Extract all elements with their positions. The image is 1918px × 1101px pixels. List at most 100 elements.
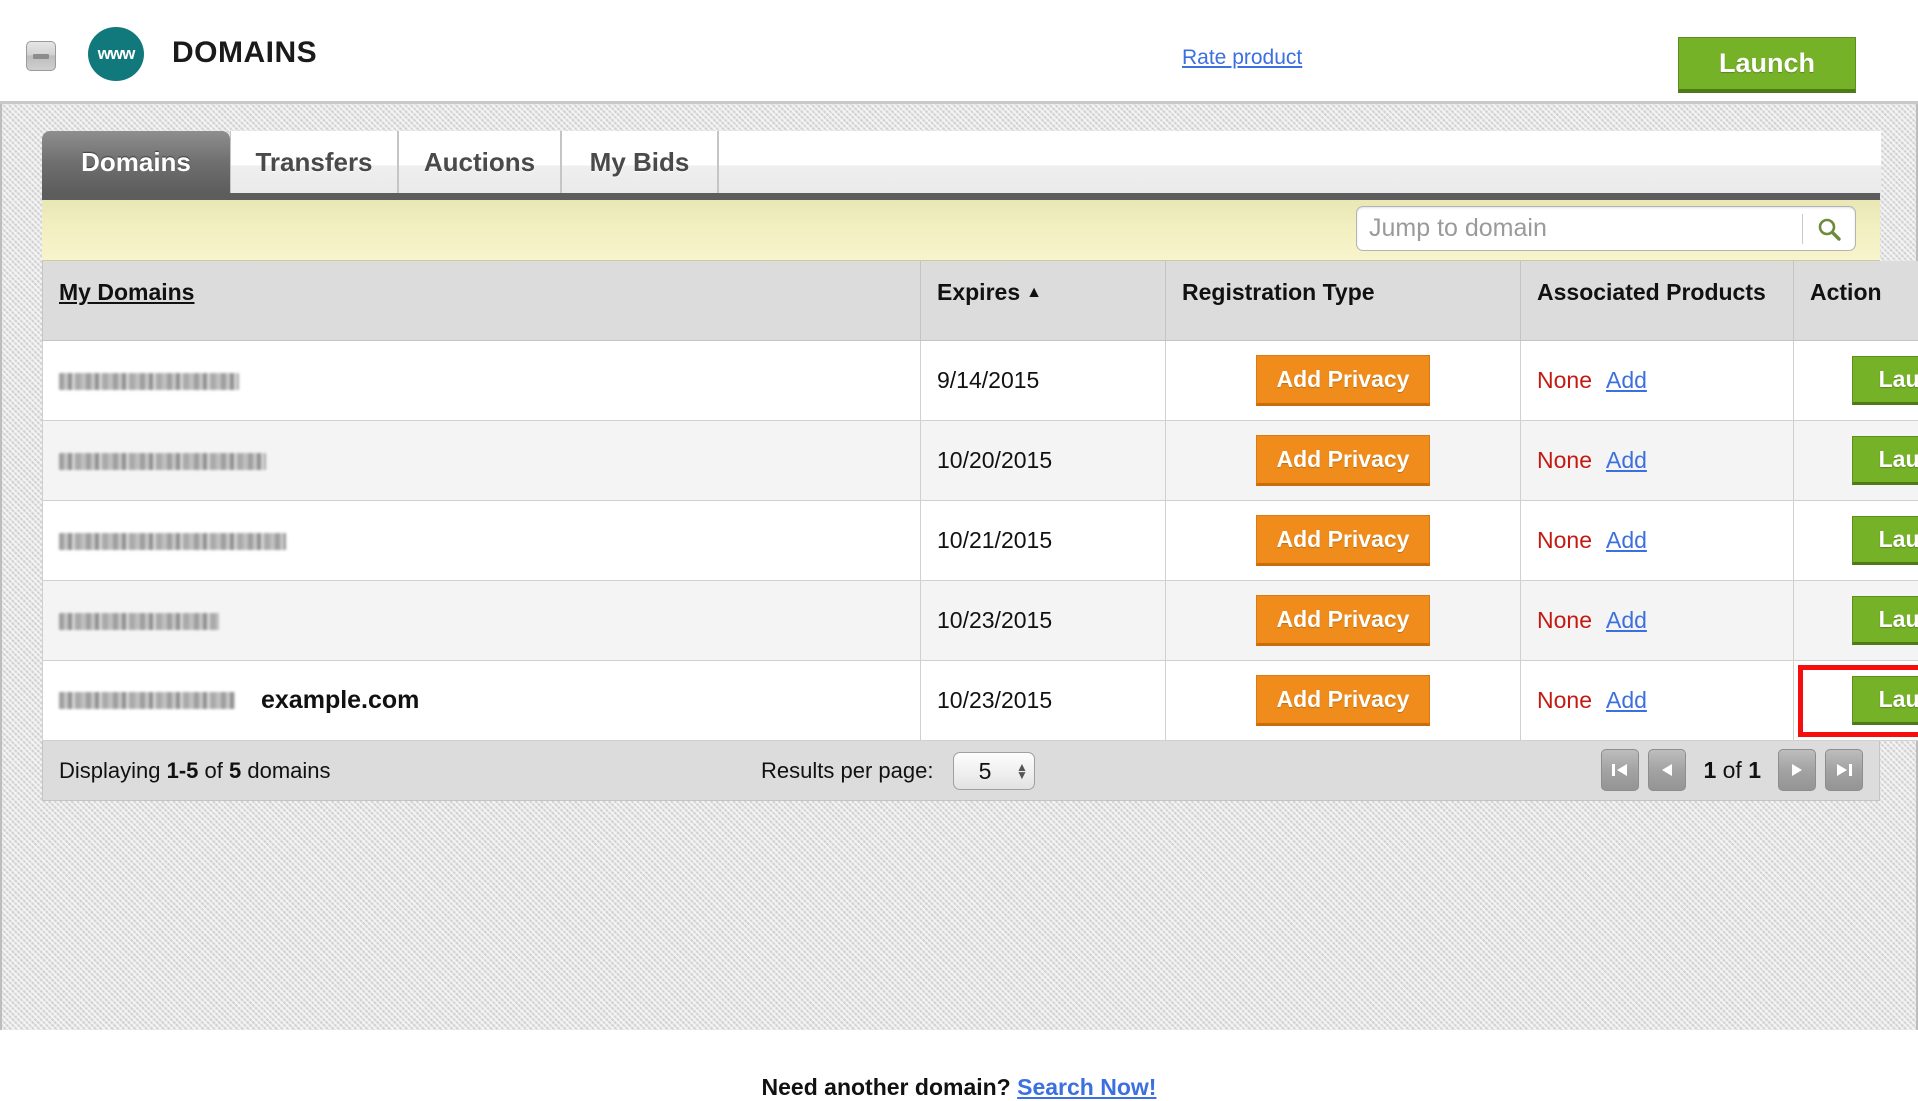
col-header-expires[interactable]: Expires▲ [921,261,1166,341]
associated-products-value: None [1537,367,1592,393]
tab-domains[interactable]: Domains [42,131,230,193]
add-associated-product-link[interactable]: Add [1606,447,1647,473]
search-icon[interactable] [1803,215,1855,243]
cell-registration-type: Add Privacy [1166,661,1521,741]
tab-auctions[interactable]: Auctions [398,131,561,193]
page-current: 1 [1703,757,1716,783]
search-box[interactable] [1356,206,1856,251]
displaying-total: 5 [229,758,241,783]
stepper-arrows-icon: ▲▼ [1010,763,1034,779]
page-title: DOMAINS [172,36,317,70]
add-associated-product-link[interactable]: Add [1606,607,1647,633]
minus-icon [33,54,49,59]
www-logo-icon: www [88,27,144,81]
previous-page-button[interactable] [1648,749,1686,791]
add-privacy-button[interactable]: Add Privacy [1256,435,1431,486]
displaying-range: 1-5 [167,758,199,783]
associated-products-value: None [1537,527,1592,553]
cell-domain-name[interactable] [43,501,921,581]
table-footer: Displaying 1-5 of 5 domains Results per … [42,741,1880,801]
launch-button-header[interactable]: Launch [1678,37,1856,93]
associated-products-value: None [1537,687,1592,713]
col-header-my-domains[interactable]: My Domains [43,261,921,341]
collapse-toggle-button[interactable] [26,41,56,71]
col-header-associated-products-label: Associated Products [1537,279,1766,305]
col-header-action-label: Action [1810,279,1882,305]
cell-expires: 9/14/2015 [921,341,1166,421]
cell-registration-type: Add Privacy [1166,581,1521,661]
page-background: Domains Transfers Auctions My Bids [0,104,1918,1030]
domains-panel: My Domains Expires▲ Registration Type As… [42,200,1880,801]
domains-table: My Domains Expires▲ Registration Type As… [42,261,1918,741]
redacted-domain-name [59,453,266,470]
col-header-registration-type: Registration Type [1166,261,1521,341]
search-now-link[interactable]: Search Now! [1017,1074,1156,1100]
cell-associated-products: None Add [1521,421,1794,501]
tab-bar: Domains Transfers Auctions My Bids [42,131,1880,193]
tab-transfers[interactable]: Transfers [230,131,398,193]
cell-domain-name[interactable] [43,341,921,421]
cell-expires: 10/21/2015 [921,501,1166,581]
tab-my-bids[interactable]: My Bids [561,131,718,193]
cell-domain-name[interactable] [43,421,921,501]
launch-button[interactable]: Launch [1852,676,1918,725]
table-header-row: My Domains Expires▲ Registration Type As… [43,261,1918,341]
associated-products-value: None [1537,447,1592,473]
add-associated-product-link[interactable]: Add [1606,527,1647,553]
cell-action: Launch [1794,421,1918,501]
cell-registration-type: Add Privacy [1166,341,1521,421]
add-privacy-button[interactable]: Add Privacy [1256,595,1431,646]
first-page-button[interactable] [1601,749,1639,791]
table-row: 9/14/2015 Add Privacy None Add Launch [43,341,1918,421]
col-header-registration-type-label: Registration Type [1182,279,1375,305]
redacted-domain-name [59,613,219,630]
cell-expires: 10/23/2015 [921,661,1166,741]
cell-action: Launch [1794,581,1918,661]
cell-action: Launch [1794,501,1918,581]
cell-domain-name[interactable]: example.com [43,661,921,741]
page-of: of [1716,757,1748,783]
rate-product-link[interactable]: Rate product [1182,46,1302,70]
cell-expires: 10/23/2015 [921,581,1166,661]
redacted-domain-name [59,533,286,550]
table-row: 10/20/2015 Add Privacy None Add Launch [43,421,1918,501]
domain-name-label: example.com [261,686,419,714]
sort-asc-icon: ▲ [1026,284,1042,301]
launch-button[interactable]: Launch [1852,436,1918,485]
launch-button[interactable]: Launch [1852,596,1918,645]
need-another-domain: Need another domain? Search Now! [2,1074,1916,1101]
cell-registration-type: Add Privacy [1166,421,1521,501]
last-page-button[interactable] [1825,749,1863,791]
cell-associated-products: None Add [1521,501,1794,581]
displaying-mid: of [198,758,229,783]
redacted-domain-name [59,373,239,390]
add-privacy-button[interactable]: Add Privacy [1256,355,1431,406]
cell-domain-name[interactable] [43,581,921,661]
page-indicator: 1 of 1 [1703,757,1761,784]
table-row: example.com 10/23/2015 Add Privacy None Add L… [43,661,1918,741]
next-page-button[interactable] [1778,749,1816,791]
launch-button[interactable]: Launch [1852,356,1918,405]
results-per-page-select[interactable]: 5 ▲▼ [953,752,1035,790]
displaying-suffix: domains [241,758,330,783]
add-privacy-button[interactable]: Add Privacy [1256,675,1431,726]
page-total: 1 [1748,757,1761,783]
add-associated-product-link[interactable]: Add [1606,687,1647,713]
tab-bar-underline [42,193,1880,200]
pagination-controls: 1 of 1 [1601,749,1863,791]
col-header-my-domains-label[interactable]: My Domains [59,279,194,305]
product-header: www DOMAINS Rate product Launch [0,0,1918,104]
search-input[interactable] [1357,214,1802,243]
cell-action-highlighted: Launch [1794,661,1918,741]
col-header-action: Action [1794,261,1918,341]
cell-expires: 10/20/2015 [921,421,1166,501]
cell-associated-products: None Add [1521,661,1794,741]
add-privacy-button[interactable]: Add Privacy [1256,515,1431,566]
redacted-domain-name [59,692,235,709]
tab-bar-filler [718,131,1881,193]
col-header-associated-products: Associated Products [1521,261,1794,341]
add-associated-product-link[interactable]: Add [1606,367,1647,393]
launch-button[interactable]: Launch [1852,516,1918,565]
associated-products-value: None [1537,607,1592,633]
cell-associated-products: None Add [1521,581,1794,661]
